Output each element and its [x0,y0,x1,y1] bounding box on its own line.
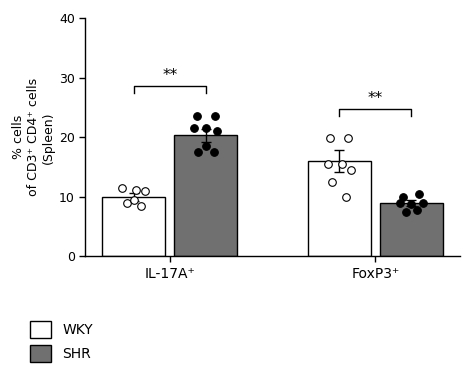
Point [193,113,201,119]
Legend: WKY, SHR: WKY, SHR [25,315,99,366]
Point [345,135,352,141]
Point [202,126,210,131]
Point [324,161,332,167]
Point [327,135,334,141]
Point [328,179,336,185]
Point [202,143,210,149]
Point [408,201,415,207]
Point [400,194,407,200]
Bar [380,203,443,256]
Point [396,200,404,206]
Point [132,187,140,193]
Point [402,209,410,214]
Point [342,194,350,200]
Point [211,113,219,119]
Point [347,167,355,173]
Point [118,185,126,191]
Text: **: ** [162,68,177,83]
Point [194,149,201,155]
Y-axis label: % cells
of CD3⁺ CD4⁺ cells
(Spleen): % cells of CD3⁺ CD4⁺ cells (Spleen) [12,78,55,196]
Bar [102,197,165,256]
Bar [308,161,371,256]
Point [413,207,421,213]
Point [137,203,145,209]
Point [419,200,427,206]
Point [123,200,131,206]
Point [191,126,198,131]
Point [130,197,137,203]
Point [415,191,423,197]
Point [338,161,346,167]
Point [210,149,218,155]
Point [213,128,221,134]
Point [141,188,149,194]
Text: **: ** [368,92,383,106]
Bar [174,135,237,256]
